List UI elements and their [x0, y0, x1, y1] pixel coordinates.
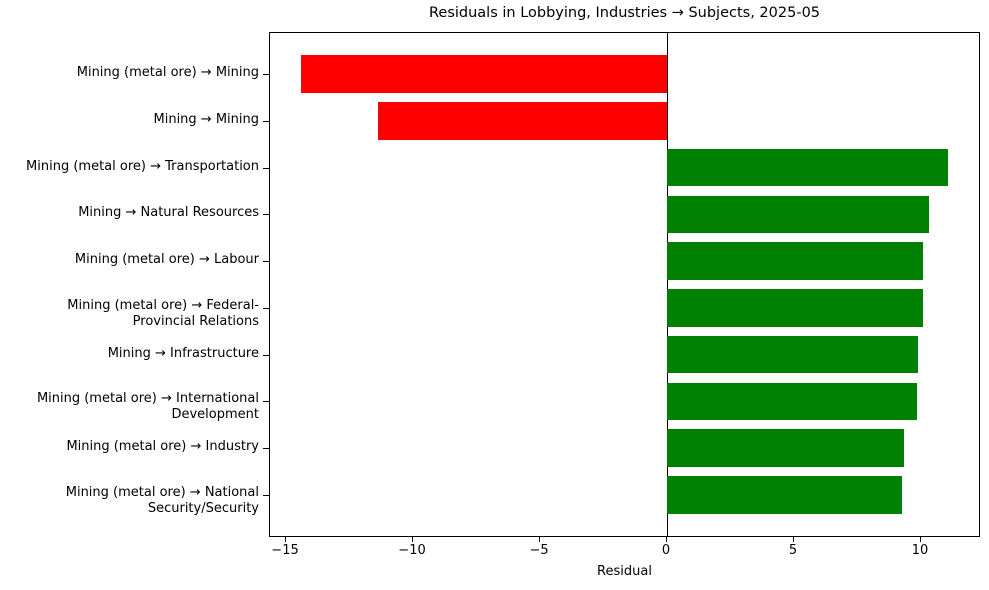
y-tick-label: Mining (metal ore) → National Security/S…	[65, 484, 259, 516]
y-tick	[263, 167, 269, 169]
bar	[667, 476, 902, 514]
y-tick	[263, 448, 269, 450]
bar	[377, 102, 668, 140]
x-tick-label: −10	[398, 543, 426, 558]
bar	[300, 55, 668, 93]
x-tick	[920, 537, 922, 542]
y-tick-label: Mining (metal ore) → Industry	[66, 439, 259, 455]
x-tick-label: −5	[529, 543, 549, 558]
y-tick	[263, 74, 269, 76]
plot-area	[269, 32, 980, 537]
chart-title: Residuals in Lobbying, Industries → Subj…	[428, 5, 821, 21]
x-tick	[412, 537, 414, 542]
y-tick-label: Mining → Mining	[153, 111, 260, 127]
x-tick	[666, 537, 668, 542]
y-tick	[263, 494, 269, 496]
x-tick-label: 0	[661, 543, 671, 558]
x-tick	[285, 537, 287, 542]
y-tick	[263, 401, 269, 403]
bar	[667, 242, 923, 280]
x-tick-label: 10	[911, 543, 929, 558]
x-tick-label: 5	[788, 543, 798, 558]
x-tick	[793, 537, 795, 542]
y-tick-label: Mining (metal ore) → International Devel…	[36, 391, 259, 423]
bar	[667, 335, 918, 374]
y-tick	[263, 354, 269, 356]
y-tick	[263, 120, 269, 122]
x-tick	[539, 537, 541, 542]
x-tick-label: −15	[271, 543, 299, 558]
zero-reference-line	[667, 33, 669, 536]
bar	[667, 195, 929, 234]
x-axis-label: Residual	[597, 564, 652, 579]
y-tick-label: Mining (metal ore) → Federal- Provincial…	[67, 297, 259, 329]
y-tick-label: Mining → Infrastructure	[107, 345, 259, 361]
y-tick-label: Mining (metal ore) → Transportation	[26, 158, 259, 174]
y-tick-label: Mining (metal ore) → Mining	[76, 65, 259, 81]
bar	[667, 148, 948, 187]
bar	[667, 382, 917, 421]
y-tick	[263, 307, 269, 309]
y-tick	[263, 261, 269, 263]
y-tick-label: Mining → Natural Resources	[78, 205, 259, 221]
y-tick-label: Mining (metal ore) → Labour	[74, 252, 259, 268]
y-tick	[263, 214, 269, 216]
bar	[667, 429, 904, 467]
bar	[667, 289, 923, 327]
